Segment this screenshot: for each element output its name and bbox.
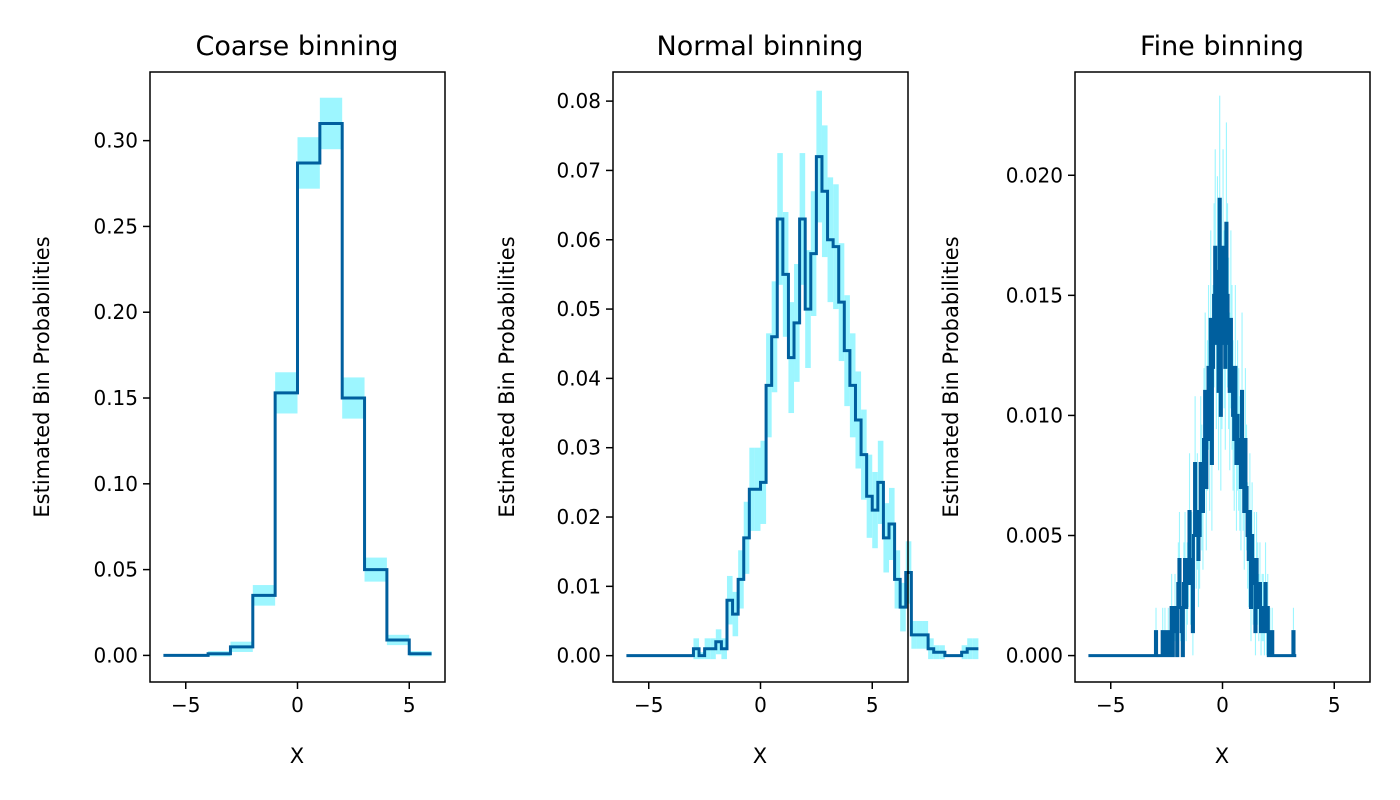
y-tick-label: 0.02 [556, 505, 601, 529]
y-tick-label: 0.06 [556, 228, 601, 252]
y-tick-label: 0.00 [93, 643, 138, 667]
x-axis-label: X [1215, 744, 1229, 768]
series-line [1088, 197, 1297, 658]
x-tick-label: 5 [403, 693, 416, 717]
x-axis-label: X [753, 744, 767, 768]
chart-title: Fine binning [1140, 31, 1304, 62]
y-axis-label: Estimated Bin Probabilities [30, 236, 54, 517]
x-tick-label: −5 [634, 693, 663, 717]
y-tick-label: 0.010 [1006, 403, 1063, 427]
y-tick-label: 0.05 [556, 297, 601, 321]
y-tick-label: 0.020 [1006, 163, 1063, 187]
panel-normal-binning: Normal binning −5 0 5 0.00 0.01 0.02 0.03 0.04 0… [495, 31, 979, 768]
y-tick-label: 0.015 [1006, 283, 1063, 307]
y-tick-label: 0.20 [93, 300, 138, 324]
y-tick-label: 0.01 [556, 574, 601, 598]
y-tick-label: 0.30 [93, 129, 138, 153]
x-tick-label: −5 [171, 693, 200, 717]
x-tick-label: −5 [1096, 693, 1125, 717]
y-tick-label: 0.08 [556, 89, 601, 113]
y-tick-label: 0.03 [556, 436, 601, 460]
y-tick-label: 0.04 [556, 366, 601, 390]
chart-title: Coarse binning [196, 31, 399, 62]
y-tick-label: 0.05 [93, 558, 138, 582]
y-tick-label: 0.00 [556, 644, 601, 668]
x-tick-label: 0 [1216, 693, 1229, 717]
x-tick-label: 5 [866, 693, 879, 717]
y-tick-label: 0.005 [1006, 524, 1063, 548]
x-tick-label: 5 [1328, 693, 1341, 717]
y-tick-label: 0.10 [93, 472, 138, 496]
series-line [163, 121, 432, 657]
series-line [626, 155, 979, 658]
y-axis-label: Estimated Bin Probabilities [495, 236, 519, 517]
panel-fine-binning: Fine binning −5 0 5 0.000 0.005 0.010 0.015 0.0… [939, 31, 1371, 768]
y-axis-label: Estimated Bin Probabilities [939, 236, 963, 517]
x-axis-label: X [290, 744, 304, 768]
panel-coarse-binning: Coarse binning −5 0 5 0.00 0.05 0.10 0.15 0.20 0… [30, 31, 446, 768]
chart-title: Normal binning [657, 31, 864, 62]
x-tick-label: 0 [754, 693, 767, 717]
y-tick-label: 0.07 [556, 158, 601, 182]
plot-area: −5 0 5 0.00 0.01 0.02 0.03 0.04 0.05 0.06 0.07 0.08 [556, 71, 979, 717]
x-tick-label: 0 [291, 693, 304, 717]
y-tick-label: 0.25 [93, 214, 138, 238]
y-tick-label: 0.000 [1006, 644, 1063, 668]
plot-area: −5 0 5 0.00 0.05 0.10 0.15 0.20 0.25 0.30 [93, 71, 446, 717]
plot-area: −5 0 5 0.000 0.005 0.010 0.015 0.020 [1006, 71, 1371, 717]
y-tick-label: 0.15 [93, 386, 138, 410]
